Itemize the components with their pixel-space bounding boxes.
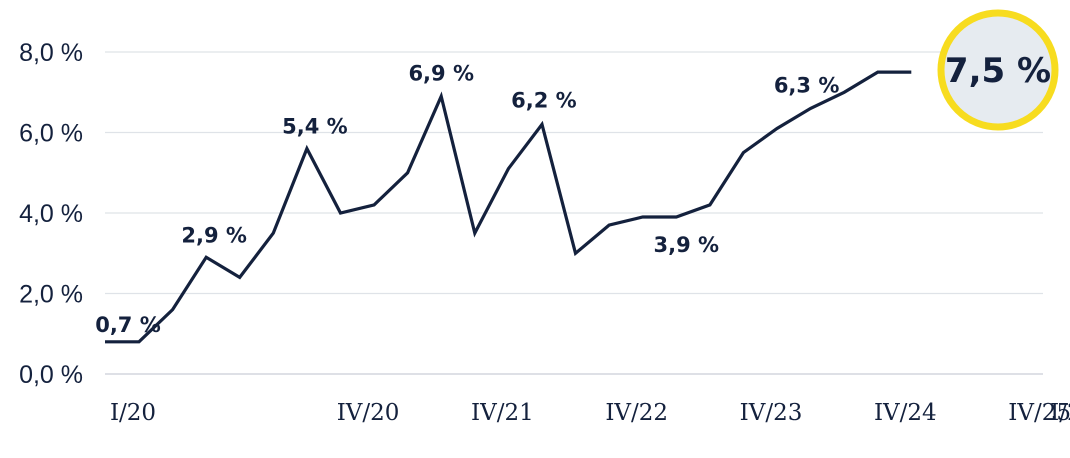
x-tick-label: IV/21 [471,400,534,426]
grid-lines [105,51,1043,375]
data-label: 0,7 % [95,313,161,337]
x-tick-label: IV/23 [740,400,803,426]
highlight-badge: 7,5 % [937,9,1059,131]
data-label: 6,3 % [774,73,840,97]
y-tick-label: 6,0 % [19,120,83,148]
y-axis: 0,0 % 2,0 % 4,0 % 6,0 % 8,0 % [19,39,83,389]
x-tick-label: IV/20 [337,400,400,426]
y-tick-label: 8,0 % [19,39,83,67]
y-tick-label: 0,0 % [19,361,83,389]
x-tick-label: I/26 [1050,400,1070,426]
highlight-circle [937,9,1059,131]
x-tick-label: IV/24 [874,400,937,426]
x-tick-label: IV/25 [1008,400,1070,426]
data-labels: 0,7 % 2,9 % 5,4 % 6,9 % 6,2 % 3,9 % 6,3 % [95,61,839,337]
data-label: 2,9 % [181,223,247,247]
y-tick-label: 4,0 % [19,200,83,228]
data-label: 6,9 % [408,61,474,85]
highlight-label: 7,5 % [945,51,1051,91]
data-label: 6,2 % [511,88,577,112]
y-tick-label: 2,0 % [19,281,83,309]
x-tick-label: IV/22 [605,400,668,426]
x-tick-label: I/20 [110,400,156,426]
data-label: 5,4 % [282,115,348,139]
series-line [105,70,912,344]
x-axis: I/20 IV/20 IV/21 IV/22 IV/23 IV/24 IV/25I/26 [110,400,1070,426]
data-label: 3,9 % [653,233,719,257]
